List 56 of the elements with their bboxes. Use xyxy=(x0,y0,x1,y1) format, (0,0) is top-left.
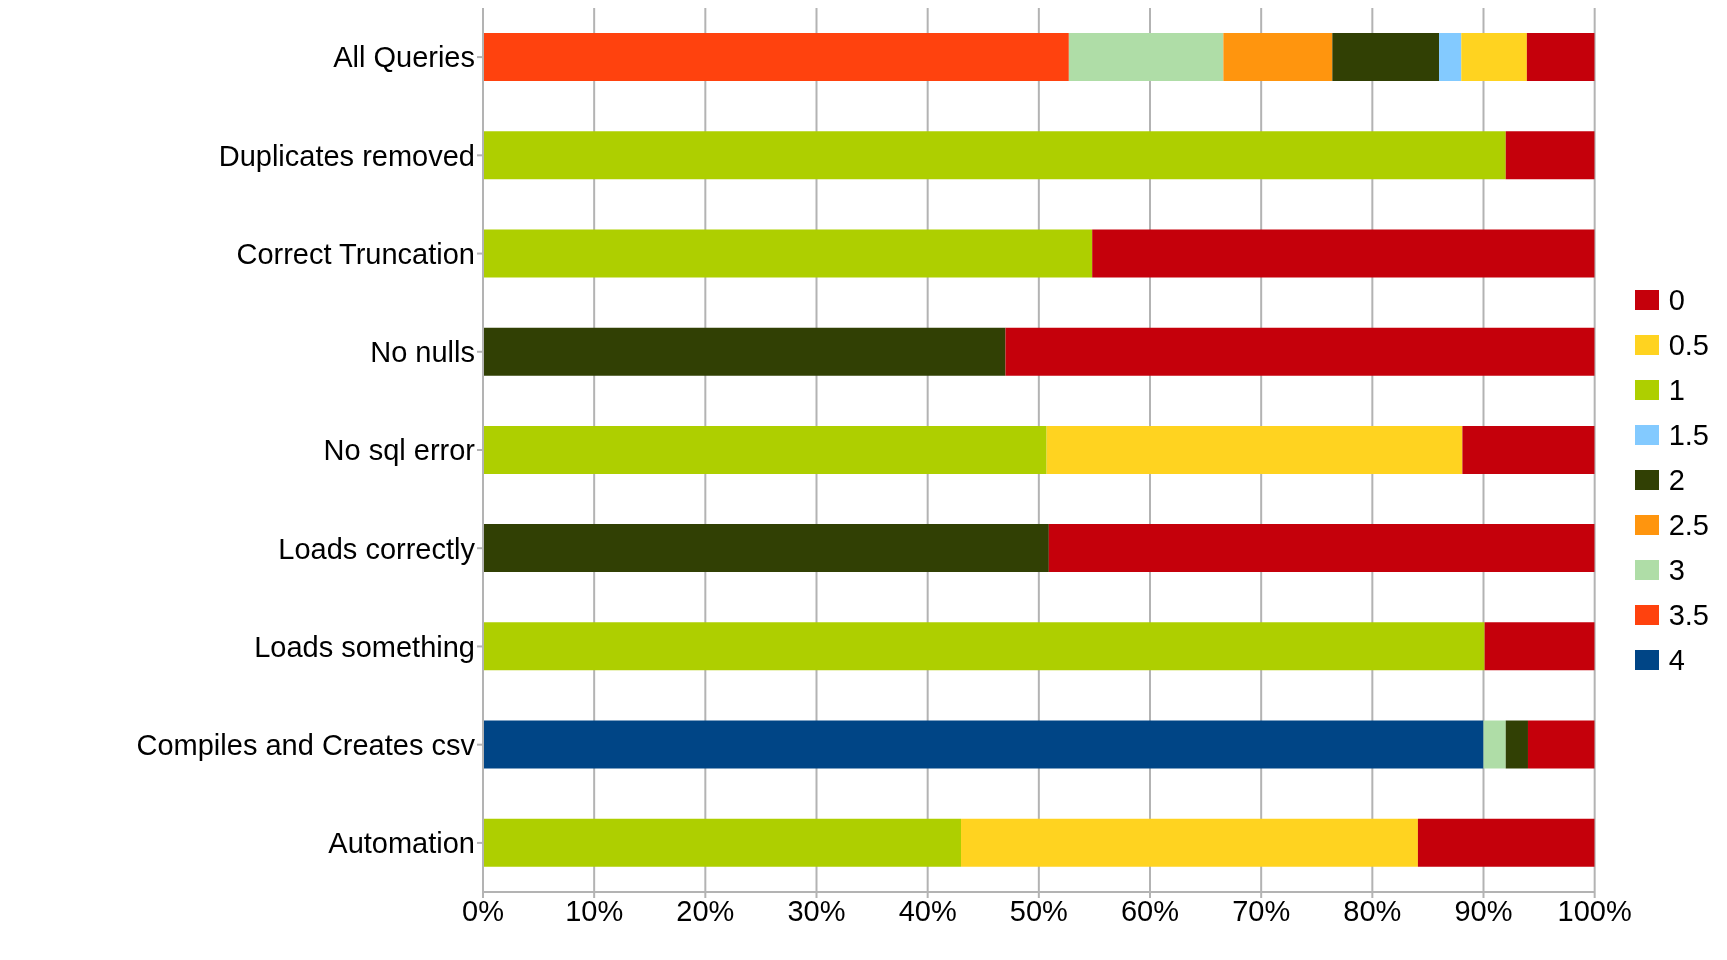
bar xyxy=(1462,425,1595,474)
y-tick-label: No nulls xyxy=(370,336,475,369)
bar xyxy=(483,524,1049,573)
bar xyxy=(1505,131,1595,180)
y-tick-label: All Queries xyxy=(333,41,475,74)
bar xyxy=(483,327,1006,376)
y-tick-label: Correct Truncation xyxy=(236,237,475,270)
bar xyxy=(1223,33,1333,81)
y-tick-label: Compiles and Creates csv xyxy=(136,728,476,761)
legend-label: 4 xyxy=(1668,643,1685,677)
bar xyxy=(1068,33,1224,81)
bar xyxy=(1484,622,1595,671)
y-tick-label: Duplicates removed xyxy=(218,139,475,172)
bar xyxy=(1005,327,1595,376)
x-tick-label: 100% xyxy=(1557,894,1632,927)
legend-label: 3 xyxy=(1668,553,1685,587)
bar xyxy=(483,720,1484,769)
bar xyxy=(1417,818,1595,867)
x-tick-label: 60% xyxy=(1120,894,1180,927)
x-tick-label: 80% xyxy=(1343,894,1402,927)
y-tick-label: No sql error xyxy=(323,434,476,467)
bar xyxy=(1332,33,1440,81)
x-tick-label: 20% xyxy=(676,894,735,927)
y-tick-label: Loads correctly xyxy=(278,532,476,565)
legend-label: 1.5 xyxy=(1668,418,1709,452)
bar xyxy=(483,622,1485,671)
legend-label: 0.5 xyxy=(1668,328,1709,362)
x-tick-label: 90% xyxy=(1454,894,1513,927)
bar xyxy=(483,425,1047,474)
x-tick-label: 10% xyxy=(565,894,624,927)
legend-label: 1 xyxy=(1668,373,1685,407)
bar xyxy=(961,818,1418,867)
bar xyxy=(1048,524,1595,573)
bar xyxy=(1527,720,1595,769)
x-tick-label: 50% xyxy=(1009,894,1068,927)
bar xyxy=(1439,33,1462,81)
bar xyxy=(1046,425,1463,474)
y-tick-label: Loads something xyxy=(254,630,475,663)
bar xyxy=(1461,33,1527,81)
x-tick-label: 40% xyxy=(898,894,957,927)
bar xyxy=(483,229,1093,278)
legend-label: 0 xyxy=(1668,283,1685,317)
bar xyxy=(1526,33,1595,81)
y-tick-label: Automation xyxy=(328,827,475,860)
legend-label: 2 xyxy=(1668,463,1685,497)
bar xyxy=(483,33,1069,81)
x-tick-label: 0% xyxy=(462,894,504,927)
bar xyxy=(483,818,962,867)
bar xyxy=(1483,720,1506,769)
legend-label: 2.5 xyxy=(1668,508,1709,542)
bar xyxy=(1505,720,1528,769)
x-tick-label: 30% xyxy=(787,894,846,927)
bar xyxy=(1092,229,1595,278)
bar xyxy=(483,131,1506,180)
legend-label: 3.5 xyxy=(1668,598,1709,632)
x-tick-label: 70% xyxy=(1232,894,1291,927)
